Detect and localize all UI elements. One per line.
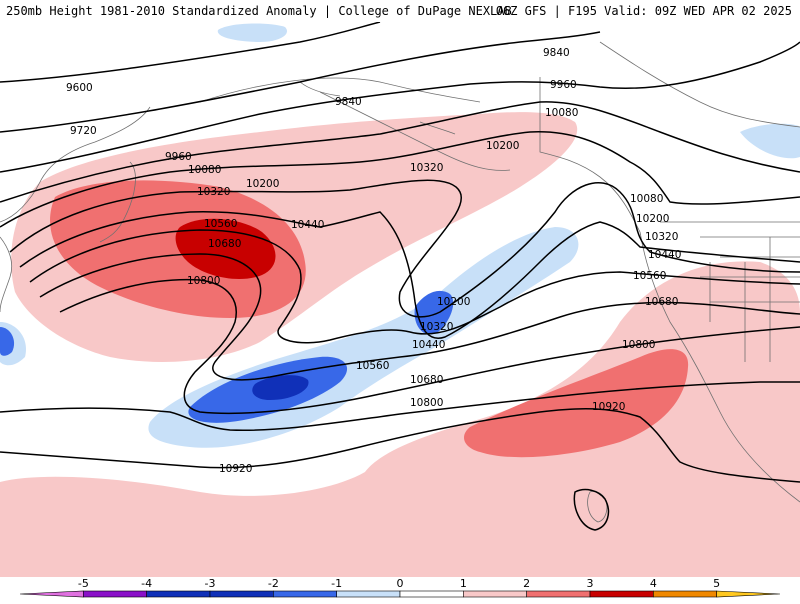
contour-label: 10080	[630, 193, 663, 205]
colorbar-extension-high	[716, 590, 781, 598]
colorbar-extension-low	[19, 590, 84, 598]
colorbar-tick-label: 3	[586, 577, 594, 590]
colorbar-segment	[209, 590, 274, 598]
header: 250mb Height 1981-2010 Standardized Anom…	[0, 0, 800, 22]
positive-anomaly-area	[0, 261, 800, 577]
contour-label: 10200	[636, 213, 669, 225]
contour-label: 10560	[204, 218, 237, 230]
colorbar-segment	[589, 590, 654, 598]
colorbar-tick-label: -2	[267, 577, 279, 590]
colorbar-segment	[273, 590, 337, 598]
contour-label: 10440	[412, 339, 445, 351]
contour-label: 10320	[410, 162, 443, 174]
colorbar-tick-label: -4	[141, 577, 153, 590]
contour-label: 10320	[197, 186, 230, 198]
positive-anomaly-area	[50, 180, 306, 318]
contour-label: 10560	[356, 360, 389, 372]
contour-label: 10320	[420, 321, 453, 333]
colorbar-tick-label: -3	[204, 577, 216, 590]
contour-label: 10800	[622, 339, 655, 351]
map-panel: 9600 9720 9840 9840 9960 9960 10080 1008…	[0, 22, 800, 577]
colorbar-tick-label: 5	[713, 577, 721, 590]
contour-label: 9840	[543, 47, 570, 59]
colorbar-tick-label: 4	[649, 577, 657, 590]
contour-label: 9840	[335, 96, 362, 108]
colorbar-segment	[653, 590, 717, 598]
positive-anomaly-area	[464, 349, 689, 458]
negative-anomaly-area	[740, 123, 800, 159]
contour-label: 10200	[246, 178, 279, 190]
negative-anomaly-area	[414, 290, 454, 335]
map-canvas: 9600 9720 9840 9840 9960 9960 10080 1008…	[0, 22, 800, 577]
contour-label: 10680	[645, 296, 678, 308]
contour-label: 10680	[208, 238, 241, 250]
contour-label: 10320	[645, 231, 678, 243]
run-info: 06Z GFS | F195 Valid: 09Z WED APR 02 202…	[495, 4, 792, 18]
contour-label: 9960	[550, 79, 577, 91]
colorbar-tick-label: 0	[396, 577, 404, 590]
contour-label: 9600	[66, 82, 93, 94]
colorbar-tick-label: -1	[331, 577, 343, 590]
colorbar-tick-label: 1	[459, 577, 467, 590]
colorbar-segment	[146, 590, 211, 598]
contour-labels: 9600 9720 9840 9840 9960 9960 10080 1008…	[66, 47, 681, 475]
contour-label: 10800	[410, 397, 443, 409]
colorbar-tick-label: -5	[77, 577, 89, 590]
colorbar-segment	[83, 590, 147, 598]
contour-label: 10800	[187, 275, 220, 287]
colorbar-segment	[526, 590, 591, 598]
height-contours	[0, 22, 800, 531]
map-title: 250mb Height 1981-2010 Standardized Anom…	[6, 4, 512, 18]
contour-label: 9960	[165, 151, 192, 163]
contour-label: 10440	[291, 219, 324, 231]
colorbar: -5 -4 -3 -2 -1 0 1 2 3 4 5	[0, 577, 800, 600]
contour-label: 10440	[648, 249, 681, 261]
colorbar-segment	[336, 590, 401, 598]
contour-label: 10680	[410, 374, 443, 386]
contour-label: 10080	[545, 107, 578, 119]
negative-anomaly-area	[217, 23, 288, 42]
negative-anomaly-area	[252, 375, 309, 400]
colorbar-segment	[399, 590, 464, 598]
positive-anomaly-area	[175, 218, 276, 279]
contour-label: 10080	[188, 164, 221, 176]
colorbar-segment	[463, 590, 527, 598]
contour-label: 10200	[486, 140, 519, 152]
colorbar-tick-label: 2	[523, 577, 531, 590]
colorbar-strip	[19, 590, 781, 598]
contour-label: 9720	[70, 125, 97, 137]
contour-label: 10920	[219, 463, 252, 475]
contour-label: 10920	[592, 401, 625, 413]
contour-label: 10560	[633, 270, 666, 282]
negative-anomaly-area	[0, 327, 15, 356]
contour-label: 10200	[437, 296, 470, 308]
